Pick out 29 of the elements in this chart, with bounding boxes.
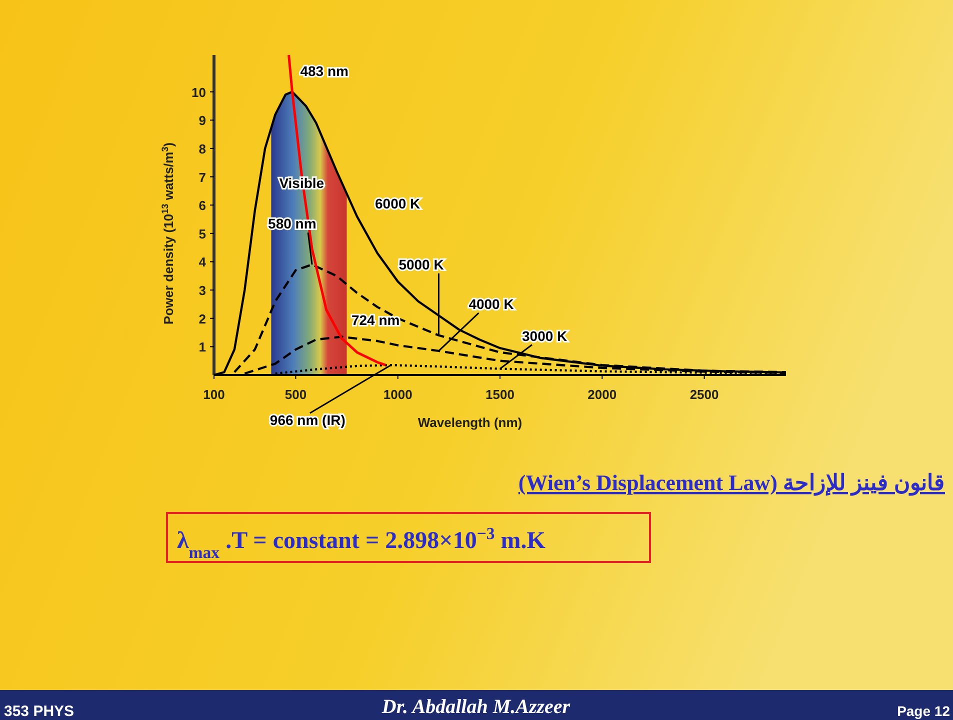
x-tick-label: 1500 bbox=[486, 387, 514, 402]
annotation: 6000 K bbox=[375, 195, 420, 212]
y-tick-label: 3 bbox=[198, 283, 206, 298]
y-tick-label: 1 bbox=[198, 340, 206, 355]
text: λ$_{max}$ .T = constant = 2.898×10$^{−3}$ m.K bbox=[177, 524, 546, 562]
x-tick-label: 2500 bbox=[690, 387, 719, 402]
y-tick-label: 2 bbox=[198, 311, 206, 326]
annotation: 3000 K bbox=[522, 328, 568, 344]
y-tick-label: 5 bbox=[198, 226, 206, 242]
text: Dr. Abdallah M.Azzeer bbox=[380, 696, 570, 718]
x-tick-label: 500 bbox=[284, 387, 307, 402]
x-axis-title: Wavelength (nm) bbox=[418, 415, 522, 430]
y-tick-label: 10 bbox=[192, 84, 206, 100]
y-tick-label: 4 bbox=[198, 254, 207, 270]
text: 353 PHYS bbox=[4, 703, 74, 720]
annotation: 966 nm (IR) bbox=[270, 412, 346, 428]
text: (Wien’s Displacement Law) قانون فينز للإزاحة bbox=[518, 470, 945, 497]
y-tick-label: 8 bbox=[198, 141, 206, 156]
annotation: 483 nm bbox=[300, 62, 348, 79]
x-tick-label: 1000 bbox=[383, 387, 412, 402]
y-tick-label: 9 bbox=[198, 113, 206, 128]
text: Page 12 bbox=[897, 703, 950, 719]
annotation: 4000 K bbox=[468, 296, 514, 312]
x-tick-label: 2000 bbox=[588, 387, 617, 402]
x-tick-label: 100 bbox=[203, 387, 225, 402]
y-tick-label: 7 bbox=[198, 170, 206, 185]
annotation: 724 nm bbox=[351, 312, 400, 328]
y-tick-label: 6 bbox=[198, 198, 206, 214]
annotation: 5000 K bbox=[398, 256, 444, 272]
